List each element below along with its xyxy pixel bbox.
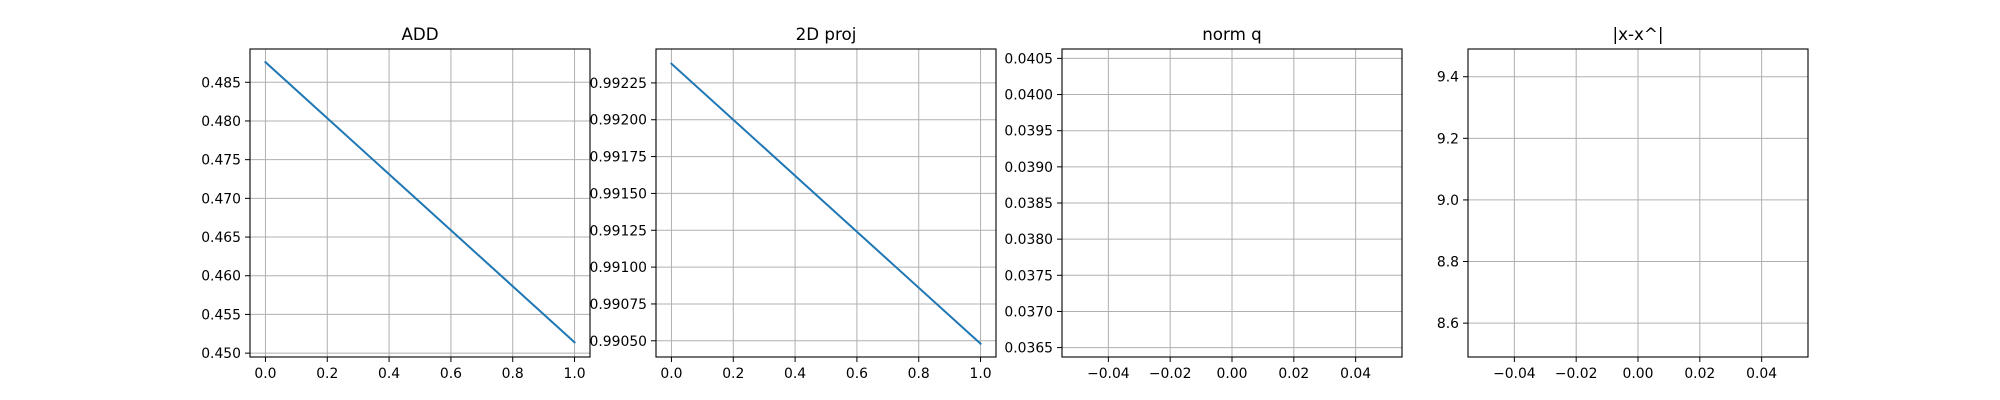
- y-tick-label: 0.460: [201, 269, 241, 285]
- y-tick-label: 8.6: [1437, 316, 1459, 332]
- y-tick-label: 0.99150: [590, 186, 647, 202]
- y-tick-label: 0.0375: [1004, 268, 1053, 284]
- y-tick-label: 0.99050: [590, 334, 647, 350]
- y-tick-label: 0.99200: [590, 113, 647, 129]
- x-tick-label: −0.04: [1493, 366, 1536, 382]
- y-tick-label: 0.0390: [1004, 160, 1053, 176]
- y-tick-label: 0.455: [201, 307, 241, 323]
- x-tick-label: 1.0: [563, 366, 585, 382]
- y-tick-label: 0.470: [201, 191, 241, 207]
- x-tick-label: 1.0: [969, 366, 991, 382]
- series-line: [670, 62, 982, 346]
- y-tick-label: 0.99100: [590, 260, 647, 276]
- y-tick-label: 9.2: [1437, 131, 1459, 147]
- x-tick-label: 0.6: [846, 366, 868, 382]
- x-tick-label: 0.02: [1684, 366, 1715, 382]
- y-tick-label: 0.0400: [1004, 88, 1053, 104]
- x-tick-label: 0.04: [1746, 366, 1777, 382]
- y-tick-label: 0.485: [201, 75, 241, 91]
- subplot-3: −0.04 −0.02 0.00 0.02 0.04 0.0365 0.0370 0.0375…: [1004, 24, 1403, 382]
- x-tick-label: −0.04: [1087, 366, 1130, 382]
- chart-title: 2D proj: [796, 24, 857, 44]
- y-tick-label: 0.0365: [1004, 341, 1053, 357]
- x-tick-label: 0.0: [660, 366, 682, 382]
- x-tick-label: 0.0: [254, 366, 276, 382]
- chart-title: norm q: [1202, 24, 1262, 44]
- y-tick-label: 0.0385: [1004, 196, 1053, 212]
- subplot-4: −0.04 −0.02 0.00 0.02 0.04 8.6 8.8 9.0 9.2 9.4 |x-…: [1437, 24, 1809, 382]
- y-tick-label: 0.0395: [1004, 124, 1053, 140]
- chart-title: |x-x^|: [1613, 24, 1664, 44]
- y-tick-label: 8.8: [1437, 255, 1459, 271]
- subplot-1: 0.0 0.2 0.4 0.6 0.8 1.0 0.450 0.455 0.460 0.465 0.…: [201, 24, 591, 382]
- x-tick-label: 0.8: [502, 366, 524, 382]
- x-tick-label: 0.2: [316, 366, 338, 382]
- y-tick-label: 0.450: [201, 346, 241, 362]
- x-tick-label: 0.4: [784, 366, 806, 382]
- y-tick-label: 0.99175: [590, 150, 647, 166]
- y-tick-label: 0.0405: [1004, 51, 1053, 67]
- x-tick-label: 0.4: [378, 366, 400, 382]
- plot-frame: [655, 48, 997, 358]
- x-tick-label: 0.02: [1278, 366, 1309, 382]
- x-tick-label: 0.6: [440, 366, 462, 382]
- x-tick-label: 0.00: [1217, 366, 1248, 382]
- subplot-2: 0.0 0.2 0.4 0.6 0.8 1.0 0.99050 0.99075 0.99100 0…: [590, 24, 997, 382]
- y-tick-label: 0.99225: [590, 76, 647, 92]
- x-tick-label: 0.00: [1623, 366, 1654, 382]
- chart-title: ADD: [401, 24, 438, 44]
- y-tick-label: 0.0370: [1004, 304, 1053, 320]
- y-tick-label: 0.99075: [590, 297, 647, 313]
- y-tick-label: 9.4: [1437, 70, 1459, 86]
- x-tick-label: 0.04: [1340, 366, 1371, 382]
- x-tick-label: −0.02: [1555, 366, 1598, 382]
- y-tick-label: 0.480: [201, 114, 241, 130]
- series-line: [264, 60, 576, 344]
- y-tick-label: 0.465: [201, 230, 241, 246]
- plot-frame: [249, 48, 591, 358]
- y-tick-label: 9.0: [1437, 193, 1459, 209]
- x-tick-label: 0.2: [722, 366, 744, 382]
- y-tick-label: 0.475: [201, 153, 241, 169]
- x-tick-label: 0.8: [908, 366, 930, 382]
- y-tick-label: 0.99125: [590, 223, 647, 239]
- y-tick-label: 0.0380: [1004, 232, 1053, 248]
- x-tick-label: −0.02: [1149, 366, 1192, 382]
